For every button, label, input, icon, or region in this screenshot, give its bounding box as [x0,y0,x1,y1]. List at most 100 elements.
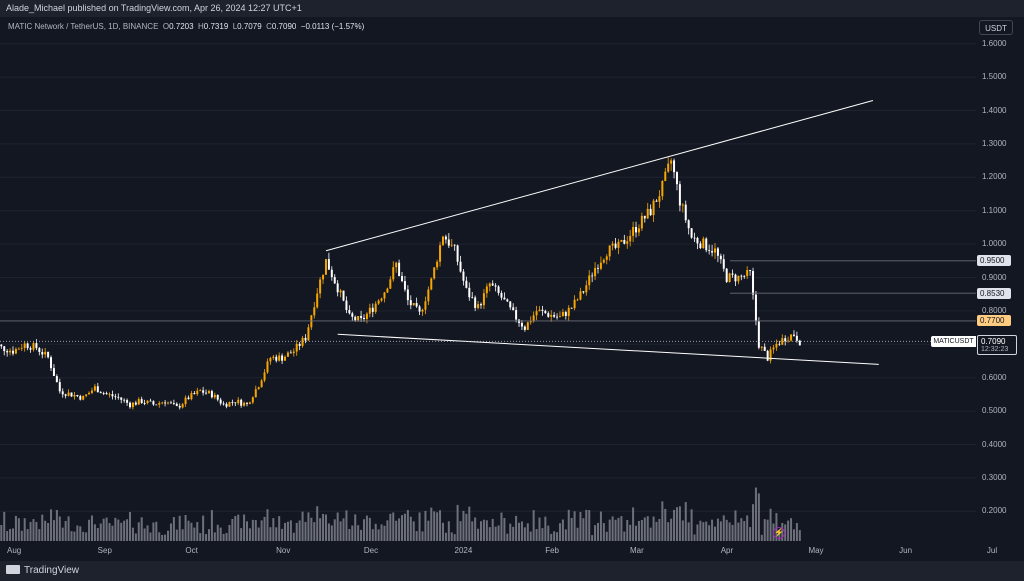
time-tick-label: Sep [97,546,112,555]
volume-bar [450,532,453,541]
candle-body [85,394,88,396]
volume-bar [769,508,772,541]
candle-body [345,300,348,311]
volume-bar [88,519,91,541]
price-chart[interactable] [0,17,976,544]
candle-body [251,397,254,403]
volume-bar [295,522,298,541]
volume-bar [430,507,433,541]
candle-body [708,250,711,252]
candle-body [515,310,518,320]
candle-body [591,275,594,277]
candle-body [719,255,722,260]
time-tick-label: Jun [899,546,913,555]
candle-body [506,299,509,302]
candle-body [503,297,506,300]
volume-bar [178,515,181,541]
candle-body [444,236,447,240]
candle-body [602,259,605,263]
lightning-icon[interactable]: ⚡ [773,527,785,539]
volume-bar [61,527,64,541]
candle-body [471,297,474,299]
candle-body [456,245,459,262]
candle-body [696,237,699,244]
candle-body [9,350,12,353]
candle-body [336,283,339,293]
volume-bar [535,529,538,541]
volume-bar [368,517,371,541]
candle-body [582,291,585,293]
candle-body [199,390,202,392]
candle-body [752,271,755,295]
volume-bar [570,517,573,541]
candle-body [509,301,512,308]
candle-body [266,361,269,373]
volume-bar [307,512,310,541]
volume-bar [678,506,681,541]
candle-body [497,286,500,293]
volume-bar [64,521,67,541]
volume-bar [47,523,50,541]
candle-body [798,340,801,346]
volume-bar [670,518,673,541]
symbol-tag: MATICUSDT [931,336,976,347]
volume-bar [158,532,161,541]
volume-bar [20,530,23,541]
candle-body [117,396,120,398]
volume-bar [447,521,450,541]
volume-bar [357,525,360,541]
candle-body [126,400,129,403]
candle-body [792,334,795,336]
candle-body [184,397,187,405]
volume-bar [494,526,497,541]
volume-bar [44,520,47,541]
candle-body [766,350,769,361]
volume-bar [371,529,374,541]
volume-bar [228,524,231,541]
volume-bar [146,525,149,541]
candle-body [38,348,41,353]
candle-body [357,316,360,321]
candle-body [158,403,161,405]
candle-body [398,262,401,277]
volume-bar [286,521,289,541]
volume-bar [553,531,556,541]
volume-bar [424,510,427,541]
candle-body [749,270,752,272]
volume-bar [620,516,623,541]
volume-bar [567,509,570,541]
volume-bar [591,535,594,541]
candle-body [365,313,368,319]
candle-body [301,337,304,346]
candle-body [775,343,778,348]
volume-bar [655,521,658,541]
volume-bar [0,524,3,541]
volume-bar [752,504,755,541]
candle-body [310,315,313,328]
volume-bar [380,524,383,541]
candle-body [146,400,149,404]
volume-bar [734,510,737,541]
volume-bar [99,523,102,541]
candle-body [289,352,292,354]
price-tick-label: 1.3000 [982,138,1007,148]
volume-bar [52,520,55,541]
volume-bar [38,529,41,541]
candle-body [269,357,272,362]
currency-button[interactable]: USDT [979,20,1013,35]
candle-body [433,267,436,279]
price-tick-label: 0.2000 [982,506,1007,516]
volume-bar [474,517,477,541]
volume-bar [351,525,354,541]
tradingview-logo[interactable]: TradingView [6,565,79,576]
candle-body [307,327,310,341]
candle-body [99,392,102,394]
volume-bar [579,512,582,541]
volume-bars [0,487,801,541]
candle-body [690,228,693,238]
candle-body [219,399,222,404]
candle-body [447,239,450,246]
close-value: 0.7090 [271,22,297,31]
volume-bar [278,516,281,541]
volume-bar [50,509,53,541]
